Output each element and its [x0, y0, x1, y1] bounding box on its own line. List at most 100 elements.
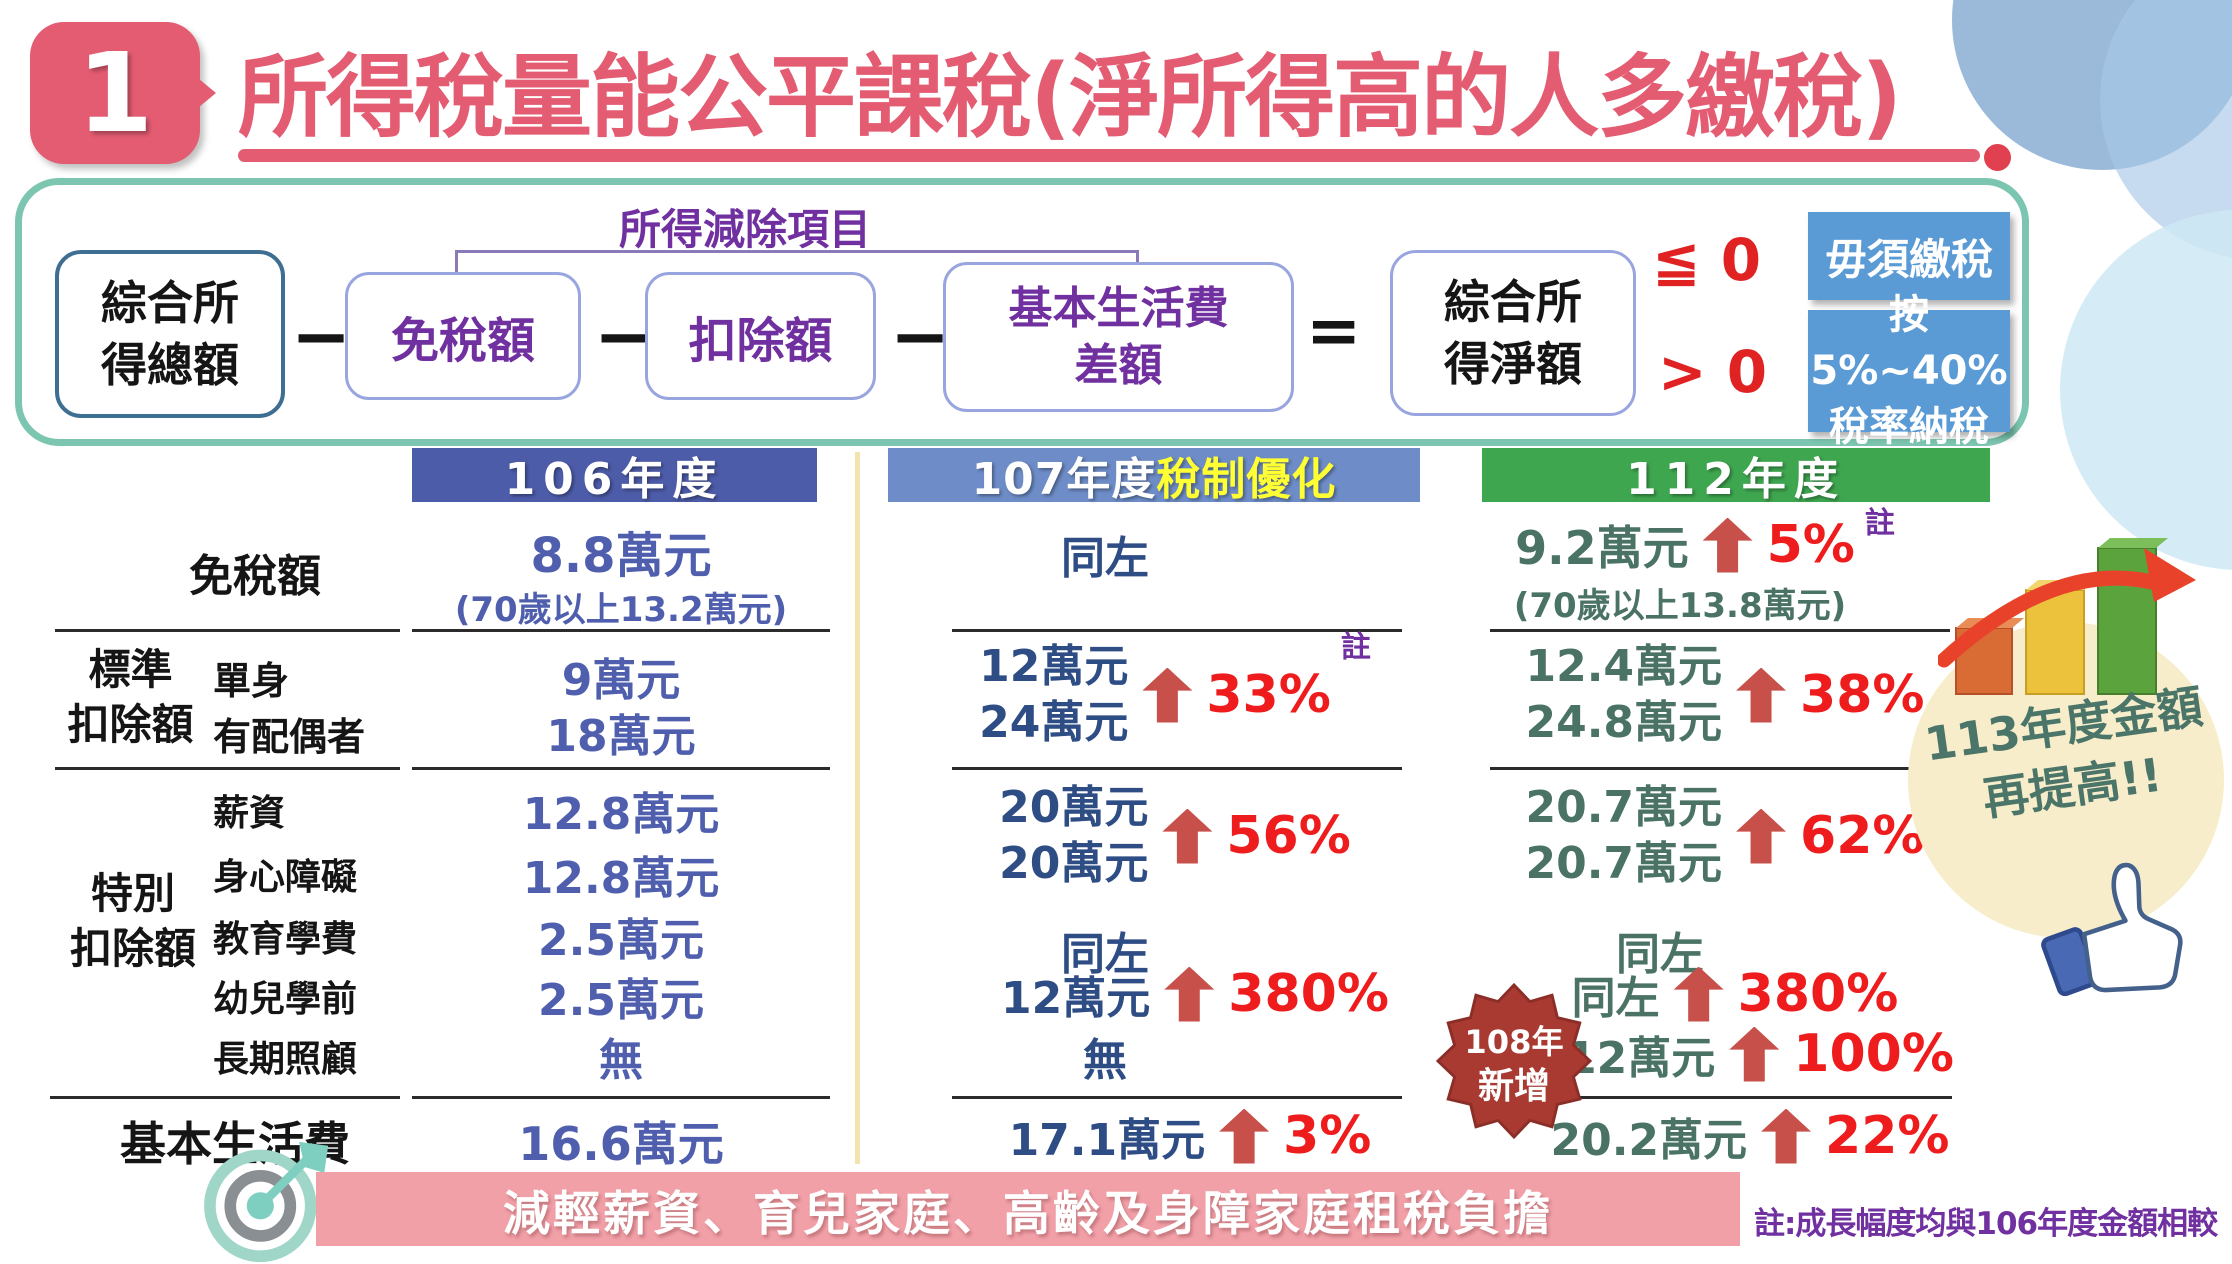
footer-banner: 減輕薪資、育兒家庭、高齡及身障家庭租稅負擔 [316, 1172, 1740, 1246]
minus-operator: − [890, 294, 951, 378]
basic-living-diff-box: 基本生活費 差額 [943, 262, 1294, 412]
value-basic-living: 20.2萬元 [1550, 1115, 1748, 1166]
salary-values: 20.7萬元 20.7萬元 [1525, 780, 1722, 892]
row-label-salary: 薪資 [213, 793, 286, 834]
minus-operator: − [594, 294, 655, 378]
up-arrow-icon [1219, 1108, 1270, 1164]
up-arrow-icon [1761, 1108, 1812, 1164]
salary-values: 20萬元 20萬元 [999, 780, 1148, 892]
equals-operator: = [1306, 292, 1362, 369]
divider-line [952, 629, 1402, 632]
result-tax-rate-box: 按5%~40% 稅率納稅 [1808, 292, 2010, 450]
value-longterm: 12萬元 [1566, 1033, 1716, 1084]
value-preschool: 12萬元 [1001, 973, 1151, 1024]
cell-112-basic-living: 20.2萬元 22% [1530, 1104, 1970, 1168]
up-arrow-icon [1736, 808, 1787, 864]
note-superscript: 註 [1340, 630, 1371, 665]
row-label-disability: 身心障礙 [213, 857, 358, 898]
gross-income-line1: 綜合所 [101, 275, 239, 330]
up-arrow-icon [1164, 966, 1215, 1022]
up-arrow-icon [1162, 808, 1213, 864]
standard-line1: 標準 [88, 645, 173, 694]
increase-percent: 3% [1283, 1106, 1372, 1166]
column-header-107: 107年度 稅制優化 [888, 448, 1420, 505]
divider-line [50, 1096, 400, 1099]
up-arrow-icon [1142, 667, 1193, 723]
divider-line [952, 1096, 1402, 1099]
deduction-bracket-label: 所得減除項目 [618, 205, 871, 254]
row-label-education: 教育學費 [213, 919, 358, 960]
cell-112-salary-disability: 20.7萬元 20.7萬元 62% [1480, 776, 1970, 896]
value-married: 24.8萬元 [1525, 697, 1723, 748]
cell-112-preschool: 同左 380% [1500, 962, 1970, 1026]
cell-106-preschool: 2.5萬元 [538, 975, 704, 1026]
value-salary: 20萬元 [999, 782, 1149, 834]
page-title: 所得稅量能公平課稅(淨所得高的人多繳稅) [238, 45, 1902, 150]
result-no-tax-box: 毋須繳稅 [1808, 212, 2010, 300]
starburst-shape [1436, 982, 1592, 1140]
section-number-badge: 1 [30, 22, 200, 164]
increase-percent: 38% [1800, 665, 1925, 725]
cell-112-education: 同左 [1616, 929, 1704, 980]
divider-line [412, 629, 830, 632]
cell-112-standard-deduction: 12.4萬元 24.8萬元 38% [1480, 636, 1970, 754]
cell-106-salary: 12.8萬元 [522, 789, 720, 840]
deduction-box: 扣除額 [645, 272, 876, 400]
cell-106-single: 9萬元 [561, 655, 681, 706]
column-separator [855, 452, 860, 1164]
cell-106-longterm: 無 [599, 1035, 643, 1086]
divider-line [1490, 767, 1950, 770]
net-income-line1: 綜合所 [1444, 274, 1582, 329]
net-income-box: 綜合所 得淨額 [1390, 250, 1636, 416]
condition-gt-zero: > 0 [1658, 338, 1768, 406]
header-107-highlight: 稅制優化 [1156, 454, 1337, 505]
cell-107-salary-disability: 20萬元 20萬元 56% [930, 776, 1420, 896]
minus-operator: − [291, 294, 352, 378]
section-number: 1 [76, 29, 154, 157]
column-header-106: 106年度 [412, 448, 817, 505]
basic-living-line1: 基本生活費 [1008, 282, 1229, 334]
value-exemption: 9.2萬元 [1515, 521, 1689, 575]
column-header-112: 112年度 [1482, 448, 1990, 505]
growth-bar-chart-icon [1938, 538, 2196, 695]
increase-percent: 22% [1825, 1106, 1950, 1166]
row-label-special-deduction: 特別 扣除額 [48, 866, 218, 977]
cell-107-longterm: 無 [1083, 1035, 1127, 1086]
value-married: 24萬元 [979, 697, 1129, 748]
title-underline [238, 149, 1980, 162]
divider-line [412, 767, 830, 770]
cell-106-education: 2.5萬元 [538, 915, 704, 966]
header-107-year: 107年度 [971, 454, 1157, 505]
cell-106-disability: 12.8萬元 [522, 853, 720, 904]
basic-living-line2: 差額 [1074, 340, 1163, 391]
row-label-standard-deduction: 標準 扣除額 [48, 642, 213, 753]
up-arrow-icon [1702, 517, 1753, 573]
divider-line [952, 767, 1402, 770]
cell-106-exemption-note: (70歲以上13.2萬元) [454, 590, 788, 630]
value-basic-living: 17.1萬元 [1008, 1115, 1206, 1166]
footnote: 註:成長幅度均與106年度金額相較 [1754, 1206, 2218, 1242]
increase-percent: 380% [1228, 964, 1389, 1024]
increase-percent: 380% [1737, 964, 1899, 1024]
net-income-line2: 得淨額 [1444, 337, 1582, 391]
tax-rate-line2: 稅率納稅 [1829, 404, 1989, 450]
standard-line2: 扣除額 [67, 700, 194, 750]
cell-107-exemption: 同左 [1061, 533, 1149, 584]
value-disability: 20萬元 [999, 838, 1149, 889]
title-end-dot [1984, 144, 2011, 171]
divider-line [1490, 629, 1950, 632]
tax-rate-line1: 按5%~40% [1810, 292, 2008, 394]
gross-income-line2: 得總額 [101, 338, 239, 392]
cell-106-married: 18萬元 [546, 711, 696, 762]
gross-income-box: 綜合所 得總額 [55, 250, 285, 418]
increase-percent: 56% [1226, 806, 1351, 866]
divider-line [55, 767, 400, 770]
value-salary: 20.7萬元 [1525, 782, 1723, 834]
deduction-bracket [455, 250, 1139, 273]
standard-values: 12萬元 24萬元 [979, 639, 1128, 751]
row-label-married: 有配偶者 [213, 715, 366, 759]
row-label-preschool: 幼兒學前 [213, 979, 358, 1020]
cell-112-exemption-note: (70歲以上13.8萬元) [1513, 586, 1847, 626]
special-line1: 特別 [90, 869, 175, 918]
